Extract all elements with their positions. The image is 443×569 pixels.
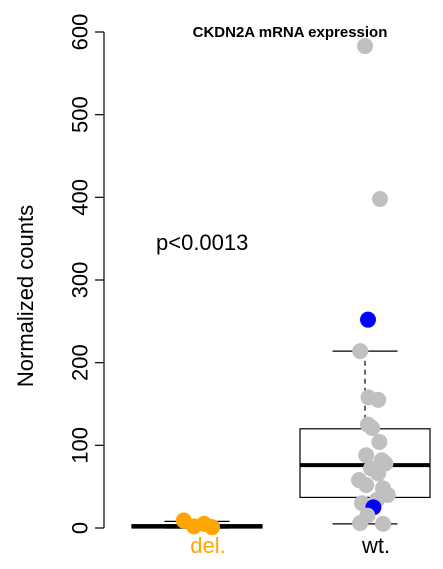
x-category-label: wt. [361, 533, 390, 558]
chart-title: CKDN2A mRNA expression [193, 24, 388, 41]
y-tick-label: 0 [68, 522, 93, 534]
data-point [352, 515, 369, 532]
y-tick-label: 300 [68, 262, 93, 299]
data-point [358, 477, 375, 494]
data-point [357, 38, 373, 55]
y-tick-label: 600 [68, 14, 93, 51]
x-category-label: del. [190, 533, 225, 558]
data-point [352, 343, 369, 360]
p-value-annotation: p<0.0013 [156, 230, 248, 255]
y-axis: 0 100 200 300 400 500 600 [68, 14, 105, 534]
data-point [370, 465, 387, 482]
data-point [360, 311, 376, 328]
y-tick-label: 500 [68, 96, 93, 133]
data-point [204, 519, 220, 536]
data-point [372, 190, 388, 207]
y-tick-label: 200 [68, 344, 93, 381]
y-axis-label: Normalized counts [13, 205, 38, 387]
data-point [364, 419, 381, 436]
y-tick-label: 400 [68, 179, 93, 216]
x-axis-labels: del. wt. [190, 533, 390, 558]
data-point [375, 515, 391, 532]
data-point [371, 434, 388, 451]
data-point [370, 391, 387, 408]
points-layer [175, 38, 396, 536]
data-point [358, 447, 375, 464]
y-tick-label: 100 [68, 427, 93, 464]
